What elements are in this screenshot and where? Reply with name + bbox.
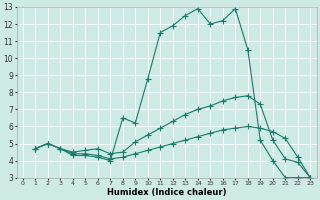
X-axis label: Humidex (Indice chaleur): Humidex (Indice chaleur) (107, 188, 226, 197)
